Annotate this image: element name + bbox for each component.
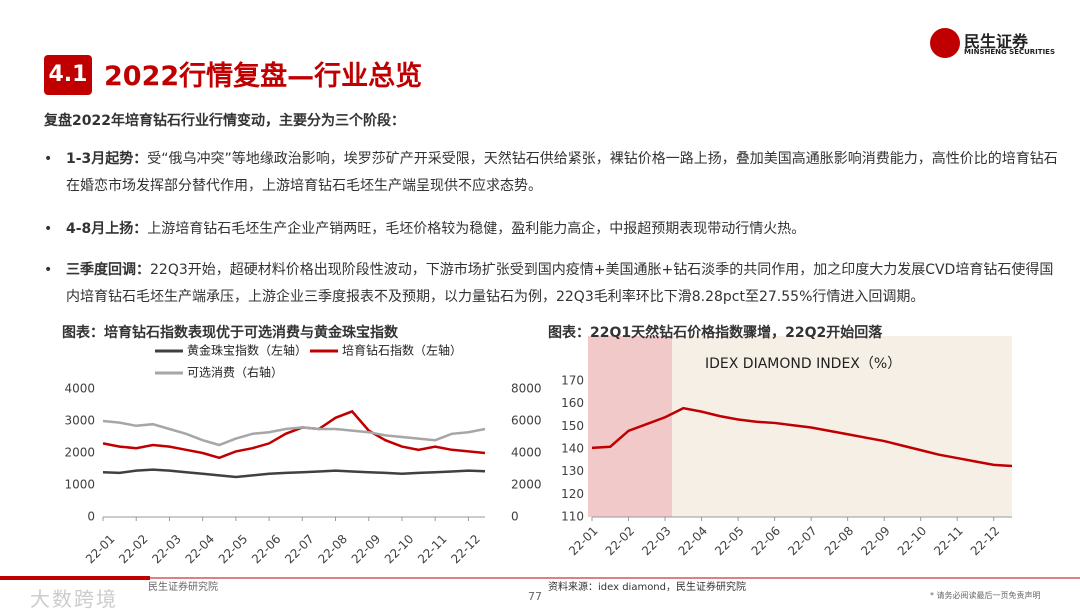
- x-tick-label: 22-10: [895, 524, 930, 559]
- phase-shade: [588, 336, 672, 517]
- phase-shade: [672, 336, 1012, 517]
- x-tick-label: 22-07: [785, 524, 820, 559]
- bullet: • 4-8月上扬：上游培育钻石毛坯生产企业产销两旺，毛坯价格较为稳健，盈利能力高企…: [44, 216, 1064, 243]
- line-series: [102, 409, 486, 460]
- y2-tick-label: 4000: [511, 446, 542, 460]
- x-tick-label: 22-08: [315, 532, 350, 567]
- y-tick-label: 2000: [64, 446, 95, 460]
- x-tick-label: 22-09: [349, 532, 384, 567]
- bullet-dot: •: [44, 262, 53, 278]
- x-tick-label: 22-01: [83, 532, 118, 567]
- x-tick-label: 22-08: [822, 524, 857, 559]
- source: 资料来源：idex diamond，民生证券研究院: [548, 582, 746, 593]
- chart-title: 图表：22Q1天然钻石价格指数骤增，22Q2开始回落: [548, 325, 883, 341]
- bullet-dot: •: [44, 151, 53, 167]
- bullet-text: 1-3月起势：受“俄乌冲突”等地缘政治影响，埃罗莎矿产开采受限，天然钻石供给紧张…: [66, 146, 1064, 200]
- x-tick-label: 22-11: [415, 532, 450, 567]
- watermark: 大数跨境: [30, 587, 118, 609]
- y-tick-label: 150: [561, 419, 584, 433]
- y2-tick-label: 8000: [511, 382, 542, 396]
- y2-tick-label: 2000: [511, 478, 542, 492]
- x-tick-label: 22-02: [116, 532, 151, 567]
- slide-title: 2022行情复盘—行业总览: [104, 61, 423, 92]
- source-left: 民生证券研究院: [148, 582, 218, 593]
- x-tick-label: 22-05: [712, 524, 747, 559]
- bullet-body: 22Q3开始，超硬材料价格出现阶段性波动，下游市场扩张受到国内疫情+美国通胀+钻…: [66, 262, 1054, 305]
- chart-title: 图表：培育钻石指数表现优于可选消费与黄金珠宝指数: [62, 325, 398, 341]
- bullet-lead: 1-3月起势：: [66, 151, 148, 167]
- y-tick-label: 0: [87, 510, 95, 524]
- logo-cn: 民生证券: [964, 32, 1029, 51]
- x-tick-label: 22-11: [931, 524, 966, 559]
- legend-label: 黄金珠宝指数（左轴）: [187, 343, 307, 358]
- y-tick-label: 1000: [64, 478, 95, 492]
- page-number: 77: [528, 590, 542, 603]
- x-tick-label: 22-12: [968, 524, 1003, 559]
- x-tick-label: 22-01: [566, 524, 601, 559]
- bullet-lead: 4-8月上扬：: [66, 221, 148, 237]
- legend-label: 培育钻石指数（左轴）: [342, 343, 462, 358]
- y-tick-label: 130: [561, 464, 584, 478]
- bullet-lead: 三季度回调：: [66, 262, 150, 278]
- bullet-dot: •: [44, 221, 53, 237]
- y-tick-label: 3000: [64, 414, 95, 428]
- x-tick-label: 22-05: [216, 532, 251, 567]
- line-series: [102, 419, 486, 447]
- y2-tick-label: 0: [511, 510, 519, 524]
- y-tick-label: 170: [561, 374, 584, 388]
- bullet-body: 受“俄乌冲突”等地缘政治影响，埃罗莎矿产开采受限，天然钻石供给紧张，裸钻价格一路…: [66, 151, 1058, 194]
- bullet: • 三季度回调：22Q3开始，超硬材料价格出现阶段性波动，下游市场扩张受到国内疫情…: [44, 257, 1064, 311]
- x-tick-label: 22-09: [858, 524, 893, 559]
- legend-label: 可选消费（右轴）: [187, 365, 283, 380]
- logo-en: MINSHENG SECURITIES: [964, 48, 1055, 56]
- bullet-text: 4-8月上扬：上游培育钻石毛坯生产企业产销两旺，毛坯价格较为稳健，盈利能力高企，…: [66, 216, 1064, 243]
- x-tick-label: 22-06: [249, 532, 284, 567]
- bullet-text: 三季度回调：22Q3开始，超硬材料价格出现阶段性波动，下游市场扩张受到国内疫情+…: [66, 257, 1064, 311]
- y-tick-label: 120: [561, 487, 584, 501]
- line-series: [102, 468, 486, 479]
- bullet: • 1-3月起势：受“俄乌冲突”等地缘政治影响，埃罗莎矿产开采受限，天然钻石供给紧…: [44, 146, 1064, 200]
- disclaimer: * 请务必阅读最后一页免责声明: [930, 591, 1041, 600]
- intro: 复盘2022年培育钻石行业行情变动，主要分为三个阶段：: [44, 113, 405, 129]
- annotation: IDEX DIAMOND INDEX（%）: [705, 356, 901, 372]
- y-tick-label: 140: [561, 442, 584, 456]
- x-tick-label: 22-12: [448, 532, 483, 567]
- x-tick-label: 22-02: [603, 524, 638, 559]
- section-badge: 4.1: [44, 55, 92, 95]
- x-tick-label: 22-06: [749, 524, 784, 559]
- y-tick-label: 4000: [64, 382, 95, 396]
- x-tick-label: 22-10: [382, 532, 417, 567]
- x-tick-label: 22-04: [676, 524, 711, 559]
- bullet-body: 上游培育钻石毛坯生产企业产销两旺，毛坯价格较为稳健，盈利能力高企，中报超预期表现…: [147, 221, 806, 237]
- y2-tick-label: 6000: [511, 414, 542, 428]
- logo-icon: [930, 28, 960, 58]
- x-tick-label: 22-03: [639, 524, 674, 559]
- footer-bar: [0, 576, 150, 580]
- x-tick-label: 22-07: [282, 532, 317, 567]
- y-tick-label: 110: [561, 510, 584, 524]
- x-tick-label: 22-04: [183, 532, 218, 567]
- line-series: [591, 406, 1013, 468]
- x-tick-label: 22-03: [149, 532, 184, 567]
- y-tick-label: 160: [561, 396, 584, 410]
